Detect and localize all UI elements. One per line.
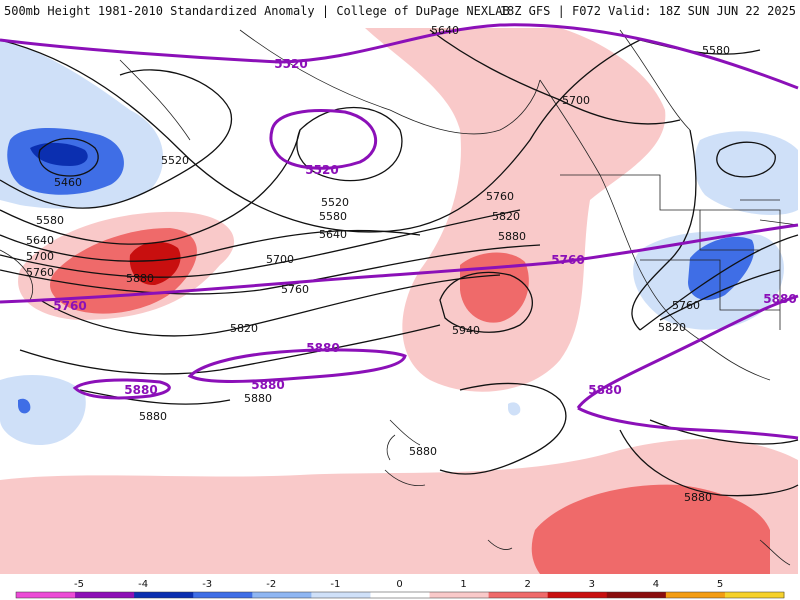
height-label: 5700 bbox=[266, 253, 294, 266]
colorbar-tick-label: 3 bbox=[589, 579, 595, 590]
standard-labels: 5520 5520 5760 5760 5880 5880 5880 5880 … bbox=[53, 57, 796, 397]
height-labels: 5640 5580 5700 5520 5460 5580 5640 5700 … bbox=[26, 24, 730, 504]
product-title: 500mb Height 1981-2010 Standardized Anom… bbox=[4, 4, 510, 18]
standard-label: 5760 bbox=[53, 299, 86, 313]
standard-label: 5760 bbox=[551, 253, 584, 267]
height-label: 5580 bbox=[319, 210, 347, 223]
colorbar-tick-label: 0 bbox=[396, 579, 402, 590]
colorbar-tick-label: -3 bbox=[202, 579, 212, 590]
height-label: 5760 bbox=[26, 266, 54, 279]
colorbar-swatch bbox=[16, 592, 76, 598]
height-label: 5640 bbox=[319, 228, 347, 241]
height-contours bbox=[0, 29, 799, 497]
title-bar: 500mb Height 1981-2010 Standardized Anom… bbox=[0, 0, 800, 22]
height-label: 5640 bbox=[431, 24, 459, 37]
height-label: 5940 bbox=[452, 324, 480, 337]
height-label: 5760 bbox=[281, 283, 309, 296]
height-label: 5880 bbox=[139, 410, 167, 423]
height-label: 5700 bbox=[562, 94, 590, 107]
colorbar-tick-label: 5 bbox=[717, 579, 723, 590]
colorbar-swatch bbox=[665, 592, 726, 598]
colorbar-swatches bbox=[15, 591, 785, 599]
height-label: 5820 bbox=[230, 322, 258, 335]
standard-label: 5880 bbox=[588, 383, 621, 397]
height-label: 5880 bbox=[684, 491, 712, 504]
height-label: 5640 bbox=[26, 234, 54, 247]
colorbar-swatch bbox=[547, 592, 608, 598]
anomaly-colorbar: -5 -4 -3 -2 -1 0 1 2 3 4 5 bbox=[0, 576, 800, 600]
height-label: 5580 bbox=[36, 214, 64, 227]
colorbar-swatch bbox=[134, 592, 194, 598]
colorbar-swatch bbox=[193, 592, 253, 598]
colorbar-swatch bbox=[488, 592, 549, 598]
colorbar-swatch bbox=[606, 592, 667, 598]
height-label: 5880 bbox=[498, 230, 526, 243]
height-label: 5520 bbox=[161, 154, 189, 167]
height-label: 5880 bbox=[409, 445, 437, 458]
standard-label: 5880 bbox=[251, 378, 284, 392]
colorbar-swatch bbox=[252, 592, 312, 598]
colorbar-tick-label: 4 bbox=[653, 579, 659, 590]
height-label: 5880 bbox=[126, 272, 154, 285]
height-label: 5880 bbox=[244, 392, 272, 405]
height-label: 5520 bbox=[321, 196, 349, 209]
colorbar-tick-label: -4 bbox=[138, 579, 148, 590]
height-label: 5580 bbox=[702, 44, 730, 57]
colorbar-tick-label: 2 bbox=[525, 579, 531, 590]
height-label: 5700 bbox=[26, 250, 54, 263]
standard-label: 5880 bbox=[306, 341, 339, 355]
standard-label: 5880 bbox=[763, 292, 796, 306]
height-label: 5760 bbox=[486, 190, 514, 203]
colorbar-tick-label: 1 bbox=[460, 579, 466, 590]
height-label: 5760 bbox=[672, 299, 700, 312]
coastlines bbox=[0, 29, 799, 566]
weather-map: 5640 5580 5700 5520 5460 5580 5640 5700 … bbox=[0, 22, 800, 574]
colorbar-ticks: -5 -4 -3 -2 -1 0 1 2 3 4 5 bbox=[74, 579, 723, 590]
colorbar-tick-label: -2 bbox=[266, 579, 276, 590]
colorbar-tick-label: -1 bbox=[330, 579, 340, 590]
standard-label: 5520 bbox=[274, 57, 307, 71]
height-label: 5820 bbox=[492, 210, 520, 223]
height-label: 5820 bbox=[658, 321, 686, 334]
model-run-info: 18Z GFS | F072 Valid: 18Z SUN JUN 22 202… bbox=[499, 4, 796, 18]
height-label: 5460 bbox=[54, 176, 82, 189]
colorbar-outline bbox=[15, 591, 785, 599]
standard-label: 5880 bbox=[124, 383, 157, 397]
colorbar-tick-label: -5 bbox=[74, 579, 84, 590]
colorbar-swatch bbox=[370, 592, 431, 598]
colorbar-swatch bbox=[429, 592, 490, 598]
colorbar-swatch bbox=[75, 592, 135, 598]
colorbar-swatch bbox=[311, 592, 371, 598]
standard-label: 5520 bbox=[305, 163, 338, 177]
standard-contours bbox=[0, 23, 799, 440]
colorbar-swatch bbox=[724, 592, 785, 598]
